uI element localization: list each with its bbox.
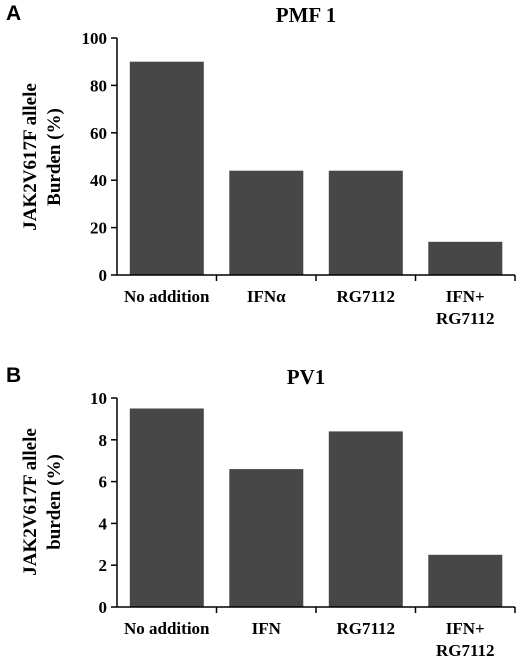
x-tick-label-line: IFN+ (446, 287, 485, 306)
y-axis-label: JAK2V617F allele Burden (%) (20, 83, 65, 231)
y-tick-label: 40 (90, 171, 107, 190)
y-tick-label: 2 (99, 556, 108, 575)
y-axis-label-line: JAK2V617F allele (20, 428, 41, 576)
bar (328, 431, 403, 607)
y-axis-label: JAK2V617F allele burden (%) (20, 428, 65, 576)
x-tick-label-line: RG7112 (436, 641, 495, 660)
y-axis-label-line: burden (%) (44, 454, 65, 550)
y-tick-label: 0 (99, 598, 108, 617)
x-tick-label-line: IFNα (247, 287, 286, 306)
x-tick-label: RG7112 (336, 619, 395, 638)
y-tick-label: 10 (90, 389, 107, 408)
chart-title: PMF 1 (276, 3, 336, 27)
y-tick-label: 80 (90, 76, 107, 95)
x-tick-label-line: RG7112 (436, 309, 495, 328)
y-tick-label: 0 (99, 266, 108, 285)
x-tick-label: IFN+ RG7112 (436, 619, 495, 660)
y-tick-label: 20 (90, 219, 107, 238)
bar (229, 469, 304, 607)
x-tick-label: No addition (124, 287, 210, 306)
chart-panel-b: B PV1 JAK2V617F allele burden (%) 0 2 4 6 8 10 No … (6, 364, 516, 660)
x-tick-label-line: RG7112 (336, 619, 395, 638)
y-tick-label: 4 (99, 514, 108, 533)
x-tick-label-line: IFN (252, 619, 282, 638)
x-tick-label: IFNα (247, 287, 286, 306)
x-tick-label-line: IFN+ (446, 619, 485, 638)
x-tick-label: IFN (252, 619, 282, 638)
panel-letter: A (6, 2, 21, 25)
bar (229, 170, 304, 275)
bar (428, 554, 503, 608)
x-tick-label-line: RG7112 (336, 287, 395, 306)
x-tick-label: IFN+ RG7112 (436, 287, 495, 328)
bar (428, 241, 503, 275)
x-tick-label-line: No addition (124, 287, 210, 306)
y-tick-label: 6 (99, 473, 108, 492)
x-tick-label-line: No addition (124, 619, 210, 638)
bar (129, 408, 204, 607)
x-tick-label: No addition (124, 619, 210, 638)
y-axis-label-line: Burden (%) (44, 108, 65, 206)
panel-letter: B (6, 364, 21, 387)
bar (328, 170, 403, 275)
chart-panel-a: A PMF 1 JAK2V617F allele Burden (%) 0 20 40 60 8… (6, 2, 516, 328)
y-axis-label-line: JAK2V617F allele (20, 83, 41, 231)
x-tick-label: RG7112 (336, 287, 395, 306)
bar (129, 61, 204, 276)
chart-title: PV1 (287, 365, 326, 389)
y-tick-label: 60 (90, 124, 107, 143)
y-tick-label: 8 (99, 431, 108, 450)
y-tick-label: 100 (82, 29, 108, 48)
